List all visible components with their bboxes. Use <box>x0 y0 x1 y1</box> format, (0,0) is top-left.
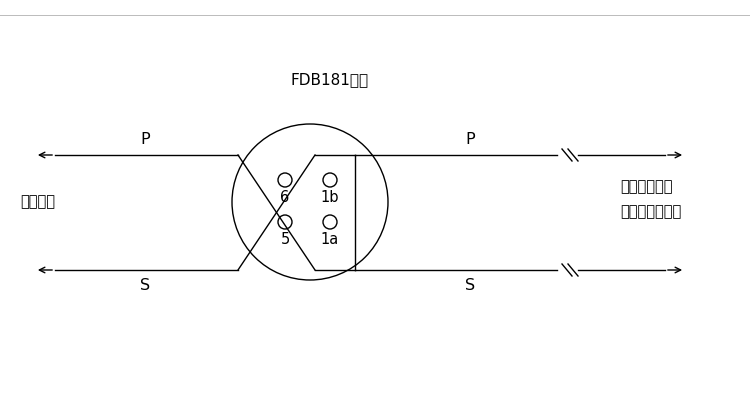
Text: 1b: 1b <box>321 190 339 205</box>
Text: P: P <box>465 132 475 147</box>
Text: 无需接终端电阻: 无需接终端电阻 <box>620 204 681 219</box>
Text: 接控制器: 接控制器 <box>20 194 55 210</box>
Text: S: S <box>140 278 150 293</box>
Text: P: P <box>140 132 150 147</box>
Text: 1a: 1a <box>321 232 339 247</box>
Text: 6: 6 <box>280 190 290 205</box>
Text: FDB181底座: FDB181底座 <box>291 72 369 88</box>
Text: 5: 5 <box>280 232 290 247</box>
Text: S: S <box>465 278 475 293</box>
Text: 接下一个底座: 接下一个底座 <box>620 179 673 194</box>
